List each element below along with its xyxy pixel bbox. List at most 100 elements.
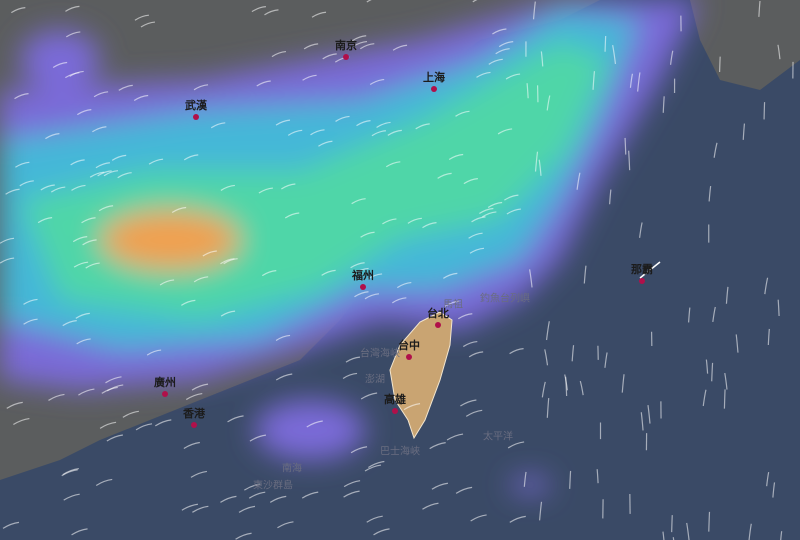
wind-streak [95,162,110,169]
wind-streak [134,14,149,21]
wind-streak [135,423,153,431]
city-marker[interactable]: 高雄 [384,391,406,414]
wind-streak [0,237,15,244]
wind-streak [85,262,100,269]
wind-streak [202,250,217,257]
city-label: 上海 [423,71,445,84]
wind-streak [351,198,366,205]
wind-streak [75,312,90,319]
wind-streak [576,172,581,190]
city-marker[interactable]: 南京 [335,37,357,60]
wind-streak [385,161,401,168]
wind-streak [470,514,487,522]
wind-streak [210,122,226,129]
wind-streak [65,72,80,79]
city-marker[interactable]: 那霸 [631,261,653,284]
wind-streak [724,372,728,390]
wind-streak [767,328,770,346]
wind-streak [77,109,92,116]
city-label: 廣州 [154,376,176,389]
region-label: 太平洋 [483,431,513,443]
wind-streak [719,56,721,72]
wind-streak [457,313,473,320]
wind-streak [103,170,119,177]
city-marker[interactable]: 廣州 [154,374,176,397]
city-marker[interactable]: 福州 [352,267,374,290]
wind-streak [148,158,164,165]
wind-streak [238,505,256,513]
wind-streak [662,531,665,540]
wind-streak [261,269,277,277]
region-label: 台灣海峽 [360,348,400,360]
wind-streak [505,73,521,80]
wind-streak [376,121,391,128]
wind-streak [429,441,446,450]
wind-streak [612,45,617,65]
wind-streak [23,318,38,325]
wind-streak [78,388,95,396]
wind-streak [303,43,319,50]
wind-streak [248,491,266,499]
wind-streak [497,128,513,135]
wind-streak [465,409,483,417]
wind-streak [671,515,673,533]
okinawa [639,261,661,279]
wind-streak [99,421,117,429]
wind-streak [117,172,132,179]
wind-streak [342,372,358,379]
wind-streak [181,503,198,511]
wind-streak [284,212,300,219]
wind-streak [367,273,383,280]
wind-streak [220,310,236,317]
wind-streak [275,373,293,381]
wind-streak [48,393,65,401]
wind-streak [509,515,526,523]
wind-streak [723,389,726,409]
wind-streak [637,72,641,92]
wind-streak [14,93,29,100]
wind-streak [364,293,380,300]
wind-streak [301,491,319,499]
wind-streak [154,419,172,427]
wind-streak [105,376,122,384]
city-marker[interactable]: 香港 [183,405,205,428]
wind-streak [73,261,89,268]
wind-streak [111,154,127,161]
city-label: 武漢 [185,99,207,112]
wind-streak [507,441,525,449]
wind-streak [583,265,587,284]
wind-streak [468,232,483,239]
city-marker[interactable]: 台北 [427,305,449,328]
wind-streak [318,140,333,147]
wind-streak [311,11,327,18]
wind-streak [220,258,235,265]
region-label: 釣魚台列嶼 [480,293,530,305]
wind-streak [350,262,365,269]
city-label: 香港 [183,407,205,420]
wind-streak [223,258,238,265]
wind-streak [269,495,287,503]
city-marker[interactable]: 武漢 [185,97,207,120]
wind-streak [669,50,674,65]
wind-streak [71,528,88,536]
wind-streak [579,380,584,396]
city-dot [435,322,441,328]
wind-streak [15,161,30,168]
wind-streak [322,53,337,60]
wind-streak [509,348,524,355]
wind-streak [343,490,360,498]
wind-streak [764,277,769,295]
wind-streak [469,247,485,254]
wind-streak [343,480,361,488]
wind-streak [244,483,261,491]
wind-streak [609,189,612,205]
city-marker[interactable]: 台中 [398,337,420,360]
wind-streak [672,537,675,540]
city-label: 高雄 [384,393,406,406]
region-label: 東沙群島 [253,480,293,492]
wind-streak [686,522,690,540]
city-marker[interactable]: 上海 [423,69,445,92]
wind-streak [19,180,34,187]
city-label: 台中 [398,339,420,352]
